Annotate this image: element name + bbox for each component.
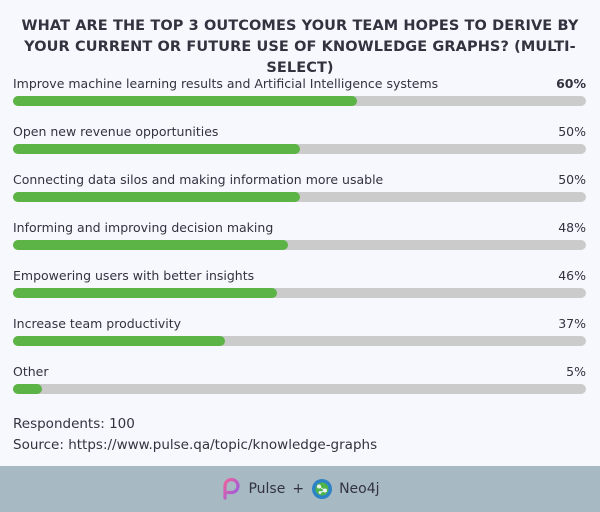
bar-track (13, 336, 586, 346)
bar-row: Open new revenue opportunities 50% (13, 124, 586, 154)
bar-label: Increase team productivity (13, 316, 181, 331)
bar-value-label: 37% (558, 316, 586, 331)
bar-track (13, 288, 586, 298)
bar-track (13, 192, 586, 202)
chart-title: WHAT ARE THE TOP 3 OUTCOMES YOUR TEAM HO… (21, 18, 579, 76)
bar-row: Informing and improving decision making 4… (13, 220, 586, 250)
neo4j-logo-icon (312, 479, 333, 499)
bar-row: Connecting data silos and making informa… (13, 172, 586, 202)
bar-track (13, 144, 586, 154)
pulse-brand: Pulse (220, 478, 285, 500)
bar (13, 144, 300, 154)
source-text: Source: https://www.pulse.qa/topic/knowl… (13, 437, 378, 453)
bar-row: Improve machine learning results and Art… (13, 76, 586, 106)
footer-bar: Pulse + Neo4j (0, 466, 600, 512)
bar-label: Open new revenue opportunities (13, 124, 219, 139)
bar-track (13, 96, 586, 106)
bar-value-label: 48% (558, 220, 586, 235)
neo4j-label: Neo4j (339, 481, 380, 497)
bar (13, 384, 42, 394)
bar-label: Other (13, 364, 49, 379)
bar-value-label: 46% (558, 268, 586, 283)
bar-row: Other 5% (13, 364, 586, 394)
bar-label: Connecting data silos and making informa… (13, 172, 384, 187)
plus-sign: + (292, 481, 305, 497)
bar (13, 240, 289, 250)
pulse-label: Pulse (248, 481, 286, 497)
bar-track (13, 240, 586, 250)
neo4j-brand: Neo4j (311, 478, 380, 500)
bar-row: Empowering users with better insights 46% (13, 268, 586, 298)
bar-value-label: 5% (566, 364, 586, 379)
bar-row: Increase team productivity 37% (13, 316, 586, 346)
bar-track (13, 384, 586, 394)
bar (13, 96, 357, 106)
bar-value-label: 50% (558, 172, 586, 187)
bar-value-label: 50% (558, 124, 586, 139)
bar (13, 192, 300, 202)
bar-label: Improve machine learning results and Art… (13, 76, 439, 91)
pulse-logo-icon (223, 478, 241, 500)
bar-label: Empowering users with better insights (13, 268, 255, 283)
bar (13, 288, 277, 298)
bar-value-label: 60% (556, 76, 586, 91)
bar-label: Informing and improving decision making (13, 220, 274, 235)
bar (13, 336, 225, 346)
respondents-text: Respondents: 100 (13, 416, 135, 432)
